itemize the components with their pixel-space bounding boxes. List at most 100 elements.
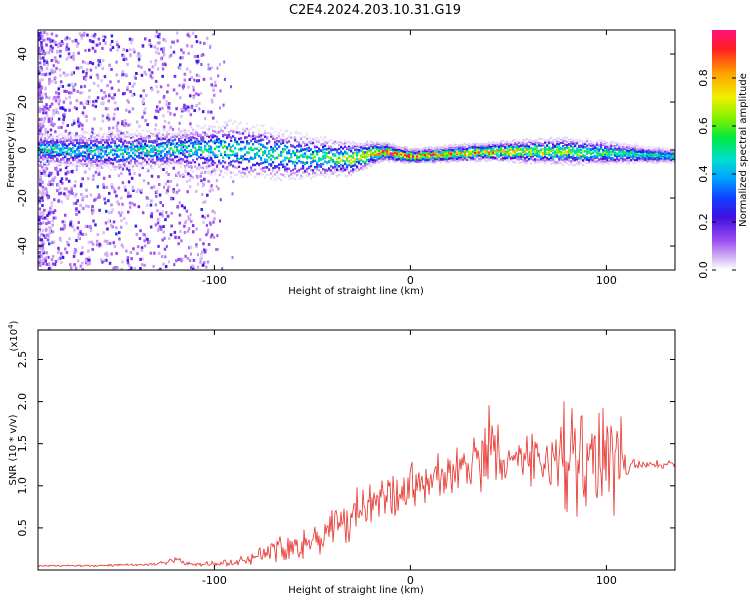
heatmap-ridge-cell (538, 137, 541, 140)
heatmap-speckle (46, 238, 50, 242)
heatmap-ridge-cell (340, 141, 343, 145)
heatmap-ridge-cell (132, 135, 135, 139)
heatmap-ridge-cell (586, 161, 589, 165)
heatmap-ridge-cell (302, 171, 305, 174)
heatmap-ridge-cell (144, 144, 147, 148)
heatmap-ridge-cell (598, 139, 601, 143)
heatmap-speckle (92, 219, 95, 223)
heatmap-speckle (58, 187, 62, 191)
heatmap-speckle (202, 263, 205, 267)
heatmap-ridge-cell (486, 149, 489, 152)
heatmap-ridge-cell (406, 154, 409, 158)
heatmap-ridge-cell (104, 158, 107, 161)
heatmap-ridge-cell (174, 155, 177, 159)
heatmap-ridge-cell (242, 127, 245, 130)
heatmap-ridge-cell (302, 135, 305, 138)
heatmap-ridge-cell (220, 144, 223, 147)
heatmap-ridge-cell (434, 161, 437, 164)
heatmap-ridge-cell (386, 145, 389, 148)
heatmap-ridge-cell (230, 119, 233, 122)
heatmap-ridge-cell (610, 159, 613, 163)
heatmap-ridge-cell (604, 156, 607, 159)
heatmap-speckle (76, 42, 80, 46)
heatmap-ridge-cell (570, 162, 573, 166)
heatmap-ridge-cell (58, 139, 61, 142)
heatmap-ridge-cell (114, 157, 117, 160)
heatmap-ridge-cell (190, 149, 193, 152)
heatmap-speckle (49, 105, 52, 108)
heatmap-speckle (112, 187, 116, 191)
heatmap-ridge-cell (410, 157, 413, 160)
heatmap-ridge-cell (334, 140, 337, 144)
heatmap-ridge-cell (290, 144, 293, 148)
heatmap-ridge-cell (260, 162, 263, 165)
heatmap-speckle (45, 256, 48, 260)
heatmap-ridge-cell (510, 145, 513, 149)
heatmap-speckle (210, 135, 213, 139)
heatmap-ridge-cell (126, 164, 129, 168)
heatmap-speckle (38, 144, 41, 148)
heatmap-ridge-cell (566, 155, 569, 158)
heatmap-ridge-cell (636, 158, 639, 162)
heatmap-ridge-cell (180, 131, 183, 134)
heatmap-ridge-cell (182, 140, 185, 144)
heatmap-ridge-cell (460, 143, 463, 147)
heatmap-speckle (202, 220, 205, 224)
heatmap-speckle (187, 172, 190, 176)
heatmap-speckle (101, 119, 105, 123)
heatmap-speckle (139, 94, 143, 98)
heatmap-ridge-cell (580, 151, 583, 154)
heatmap-speckle (80, 91, 84, 95)
heatmap-speckle (108, 261, 112, 265)
heatmap-ridge-cell (256, 162, 259, 165)
heatmap-ridge-cell (518, 155, 521, 158)
heatmap-ridge-cell (488, 144, 491, 148)
heatmap-speckle (65, 57, 68, 61)
heatmap-ridge-cell (92, 144, 95, 147)
heatmap-ridge-cell (80, 141, 83, 145)
heatmap-ridge-cell (350, 165, 353, 168)
heatmap-ridge-cell (366, 140, 369, 143)
heatmap-speckle (102, 185, 106, 189)
heatmap-speckle (50, 79, 54, 83)
heatmap-ridge-cell (344, 151, 347, 155)
heatmap-ridge-cell (562, 151, 565, 155)
heatmap-ridge-cell (402, 150, 405, 153)
heatmap-ridge-cell (600, 161, 603, 165)
heatmap-ridge-cell (226, 121, 229, 124)
heatmap-speckle (59, 180, 63, 183)
heatmap-speckle (38, 126, 41, 130)
heatmap-speckle (98, 42, 102, 46)
heatmap-ridge-cell (220, 152, 223, 156)
heatmap-ridge-cell (444, 144, 447, 147)
heatmap-ridge-cell (76, 162, 79, 165)
heatmap-ridge-cell (580, 148, 583, 151)
heatmap-ridge-cell (548, 151, 551, 154)
heatmap-ridge-cell (240, 161, 243, 164)
heatmap-ridge-cell (238, 137, 241, 141)
heatmap-ridge-cell (530, 142, 533, 145)
heatmap-ridge-cell (252, 125, 255, 129)
heatmap-ridge-cell (50, 154, 53, 157)
heatmap-speckle (147, 181, 150, 185)
heatmap-speckle (40, 66, 43, 70)
heatmap-ridge-cell (156, 149, 159, 152)
heatmap-ridge-cell (326, 161, 329, 165)
heatmap-ridge-cell (372, 158, 375, 161)
heatmap-speckle (78, 237, 81, 241)
heatmap-ridge-cell (228, 135, 231, 138)
heatmap-speckle (136, 245, 140, 249)
heatmap-ridge-cell (634, 154, 637, 157)
heatmap-speckle (160, 57, 163, 61)
heatmap-speckle (40, 86, 44, 90)
heatmap-ridge-cell (334, 162, 337, 165)
heatmap-ridge-cell (62, 134, 65, 138)
heatmap-ridge-cell (224, 133, 227, 136)
heatmap-ridge-cell (236, 131, 239, 134)
heatmap-speckle (118, 231, 121, 235)
heatmap-speckle (46, 32, 49, 36)
heatmap-ridge-cell (528, 154, 531, 157)
heatmap-ridge-cell (646, 156, 649, 159)
heatmap-ridge-cell (102, 139, 105, 142)
